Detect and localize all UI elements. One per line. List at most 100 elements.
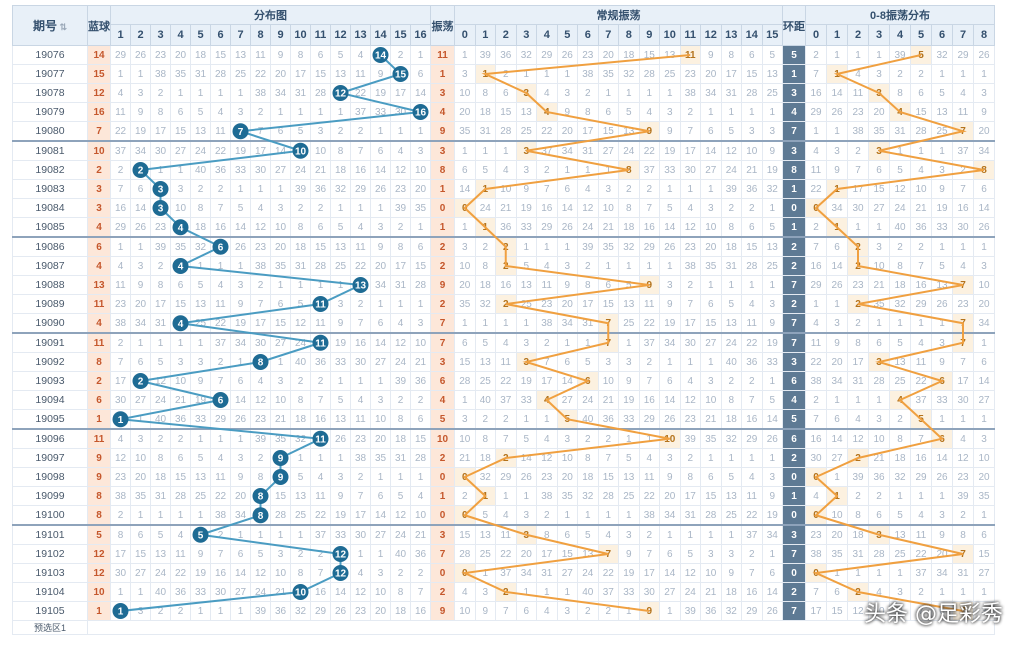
zero-eight-number-header: 4 xyxy=(889,24,911,46)
regular-hit-cell: 0 xyxy=(454,563,476,583)
dist-cell: 6 xyxy=(270,121,291,142)
dist-cell: 5 xyxy=(330,45,351,65)
table-row: 19086 6 1 1 39 35 32 26 23 20 18 15 13 11 9 8 6 2 3 2 2 1 1 1 39… xyxy=(12,236,995,257)
regular-cell: 4 xyxy=(741,467,763,487)
zero-eight-cell: 2 xyxy=(847,486,869,506)
regular-cell: 1 xyxy=(659,524,681,545)
dist-cell: 1 xyxy=(170,83,191,103)
dist-hit-cell xyxy=(130,371,151,391)
dist-cell: 14 xyxy=(330,582,351,602)
swing-cell: 0 xyxy=(430,198,455,218)
zero-eight-cell: 27 xyxy=(973,563,995,583)
regular-cell: 39 xyxy=(474,45,496,65)
zero-eight-cell: 2 xyxy=(847,140,869,161)
dist-cell: 4 xyxy=(390,313,411,334)
dist-cell: 6 xyxy=(170,102,191,122)
dist-cell: 1 xyxy=(350,371,371,391)
blue-ball-cell: 6 xyxy=(87,390,111,410)
dist-cell: 17 xyxy=(110,371,131,391)
regular-cell: 1 xyxy=(761,275,783,295)
regular-cell: 20 xyxy=(556,467,578,487)
regular-hit-cell: 2 xyxy=(495,236,517,257)
regular-number-header: 3 xyxy=(515,24,537,46)
dist-cell: 14 xyxy=(230,217,251,238)
dist-cell: 12 xyxy=(250,563,271,583)
dist-cell: 3 xyxy=(130,256,151,276)
dist-cell: 14 xyxy=(370,160,391,180)
regular-cell: 7 xyxy=(597,448,619,468)
zero-eight-cell: 15 xyxy=(868,179,890,199)
zero-eight-cell: 1 xyxy=(847,217,869,238)
zero-eight-cell: 4 xyxy=(805,486,827,506)
regular-cell: 26 xyxy=(515,467,537,487)
zero-eight-cell: 7 xyxy=(952,352,974,372)
regular-cell: 5 xyxy=(618,448,640,468)
zero-eight-cell: 1 xyxy=(931,140,953,161)
regular-cell: 33 xyxy=(515,390,537,410)
regular-cell: 13 xyxy=(515,102,537,122)
dist-cell: 35 xyxy=(170,236,191,257)
blue-ball-cell: 11 xyxy=(87,294,111,314)
dist-cell: 1 xyxy=(230,428,251,449)
dist-cell: 3 xyxy=(410,313,431,334)
swing-cell: 10 xyxy=(430,428,455,449)
zero-eight-cell: 2 xyxy=(805,217,827,238)
dist-hit-cell xyxy=(210,236,231,257)
dist-cell: 32 xyxy=(290,428,311,449)
zero-eight-hit-cell: 2 xyxy=(847,256,869,276)
regular-cell: 31 xyxy=(536,563,558,583)
regular-cell: 3 xyxy=(761,121,783,142)
dist-number-header: 13 xyxy=(350,24,371,46)
dist-cell: 12 xyxy=(390,505,411,526)
dist-cell: 6 xyxy=(370,140,391,161)
regular-cell: 12 xyxy=(679,217,701,238)
dist-cell: 24 xyxy=(250,582,271,602)
regular-cell: 32 xyxy=(474,467,496,487)
swing-cell: 7 xyxy=(430,332,455,353)
dist-cell: 26 xyxy=(330,428,351,449)
ring-distance-cell: 2 xyxy=(782,236,806,257)
dist-cell: 31 xyxy=(150,486,171,506)
regular-cell: 1 xyxy=(454,217,476,238)
dist-cell: 17 xyxy=(350,505,371,526)
footer-row: 预选区1 xyxy=(12,620,995,635)
regular-cell: 19 xyxy=(761,505,783,526)
ring-distance-cell: 7 xyxy=(782,121,806,142)
swing-cell: 1 xyxy=(430,217,455,238)
regular-cell: 3 xyxy=(474,582,496,602)
dist-cell: 18 xyxy=(290,409,311,430)
regular-cell: 1 xyxy=(536,409,558,430)
dist-cell: 15 xyxy=(310,236,331,257)
sort-icon[interactable]: ⇅ xyxy=(56,22,68,32)
zero-eight-cell: 1 xyxy=(973,64,995,84)
dist-cell: 10 xyxy=(130,448,151,468)
regular-cell: 24 xyxy=(618,140,640,161)
period-header[interactable]: 期号 ⇅ xyxy=(12,5,88,46)
dist-cell: 1 xyxy=(210,256,231,276)
regular-cell: 11 xyxy=(741,486,763,506)
dist-cell: 8 xyxy=(290,390,311,410)
dist-cell: 32 xyxy=(190,236,211,257)
dist-cell: 2 xyxy=(110,160,131,180)
regular-cell: 7 xyxy=(495,601,517,621)
dist-cell: 3 xyxy=(410,140,431,161)
regular-hit-cell: 3 xyxy=(515,352,537,372)
dist-cell: 7 xyxy=(210,544,231,564)
dist-cell: 40 xyxy=(390,544,411,564)
dist-cell: 6 xyxy=(310,217,331,238)
dist-cell: 35 xyxy=(270,428,291,449)
zero-eight-cell: 7 xyxy=(805,64,827,84)
dist-cell: 10 xyxy=(170,371,191,391)
dist-cell: 23 xyxy=(110,294,131,314)
zero-eight-cell: 31 xyxy=(889,121,911,142)
regular-cell: 12 xyxy=(577,198,599,218)
table-row: 19081 10 37 34 30 27 24 22 19 17 14 10 8 7 6 4 3 3 1 1 1 3 37 3… xyxy=(12,140,995,161)
zero-eight-cell: 30 xyxy=(952,390,974,410)
regular-cell: 1 xyxy=(618,505,640,526)
regular-cell: 7 xyxy=(679,121,701,142)
dist-cell: 1 xyxy=(310,448,331,468)
dist-cell: 19 xyxy=(330,505,351,526)
regular-cell: 13 xyxy=(515,275,537,295)
regular-cell: 1 xyxy=(577,160,599,180)
preselect-area[interactable] xyxy=(87,620,995,635)
